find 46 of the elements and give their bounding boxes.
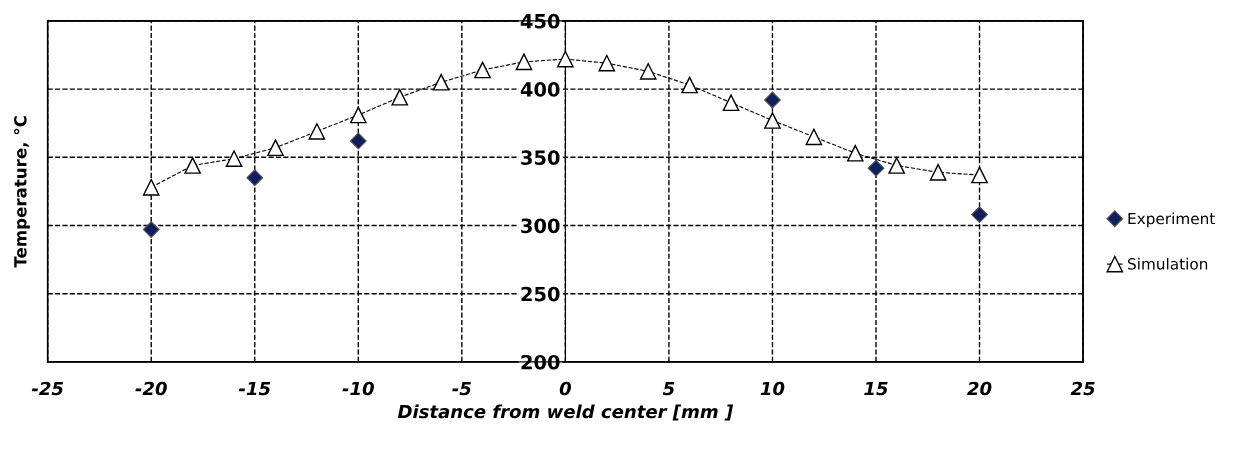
- point: [142, 178, 160, 196]
- point: [805, 128, 823, 146]
- x-tick-label: -25: [31, 381, 64, 396]
- x-axis-title: Distance from weld center [mm ]: [397, 404, 734, 421]
- point: [598, 54, 616, 72]
- y-tick-label: 400: [520, 82, 560, 97]
- point: [929, 163, 947, 181]
- x-tick-label: 20: [967, 381, 992, 396]
- point: [267, 139, 284, 157]
- point: [722, 94, 740, 112]
- point: [639, 63, 657, 80]
- point: [142, 221, 160, 239]
- x-tick-label: -5: [452, 381, 471, 396]
- point: [184, 157, 201, 174]
- point: [515, 53, 533, 71]
- x-tick-label: 0: [559, 381, 572, 396]
- point: [349, 106, 367, 124]
- point: [867, 159, 885, 177]
- x-tick-label: 5: [662, 381, 675, 396]
- point: [308, 123, 326, 140]
- x-tick-label: 25: [1070, 381, 1095, 396]
- point: [225, 150, 243, 167]
- x-tick-label: -10: [342, 381, 374, 396]
- point: [557, 50, 574, 68]
- point: [971, 206, 988, 224]
- point: [888, 157, 906, 174]
- x-tick-label: 10: [760, 381, 785, 396]
- y-tick-label: 300: [521, 218, 560, 234]
- y-tick-label: 250: [521, 286, 560, 302]
- y-axis-title: Temperature, °C: [13, 116, 30, 268]
- point: [764, 91, 781, 109]
- point: [474, 61, 491, 79]
- legend-label: Simulation: [1128, 257, 1208, 270]
- x-tick-label: -20: [135, 381, 167, 396]
- y-tick-label: 350: [521, 150, 560, 165]
- x-tick-label: -15: [238, 381, 271, 396]
- point: [971, 166, 988, 184]
- point: [846, 144, 864, 162]
- point: [349, 132, 367, 150]
- point: [681, 76, 698, 94]
- legend-label: Experiment: [1128, 212, 1215, 228]
- point: [246, 169, 264, 187]
- point: [764, 112, 781, 129]
- point: [432, 73, 450, 91]
- x-tick-label: 15: [864, 381, 888, 396]
- point: [391, 88, 409, 106]
